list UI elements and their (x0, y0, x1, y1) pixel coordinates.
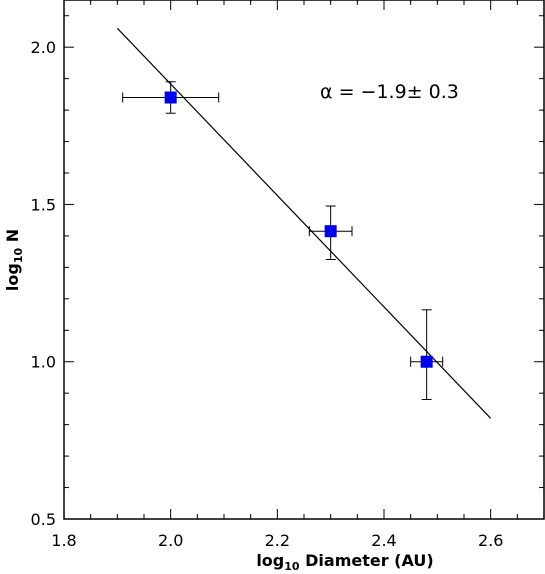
data-markers (164, 91, 433, 368)
x-axis-title: log10 Diameter (AU) (256, 551, 433, 573)
x-tick-label: 1.8 (51, 531, 76, 550)
fit-line (116, 27, 492, 419)
y-tick-label: 1.5 (31, 195, 56, 214)
y-axis-title: log10 N (3, 229, 25, 291)
plot-frame (63, 0, 545, 520)
x-tick-label: 2.6 (478, 531, 503, 550)
y-tick-label: 2.0 (31, 38, 56, 57)
y-tick-label: 1.0 (31, 353, 56, 372)
x-tick-label: 2.2 (265, 531, 290, 550)
y-tick-label: 0.5 (31, 510, 56, 529)
x-tick-label: 2.4 (371, 531, 396, 550)
data-point-marker (420, 355, 433, 368)
alpha-annotation: α = −1.9± 0.3 (320, 81, 459, 103)
axis-ticks (63, 0, 545, 520)
axis-tick-labels: 1.8 2.0 2.2 2.4 2.6 0.5 1.0 1.5 2.0 (31, 38, 504, 550)
error-bars (122, 81, 444, 400)
data-point-marker (324, 225, 337, 238)
x-tick-label: 2.0 (158, 531, 183, 550)
data-point-marker (164, 91, 177, 104)
